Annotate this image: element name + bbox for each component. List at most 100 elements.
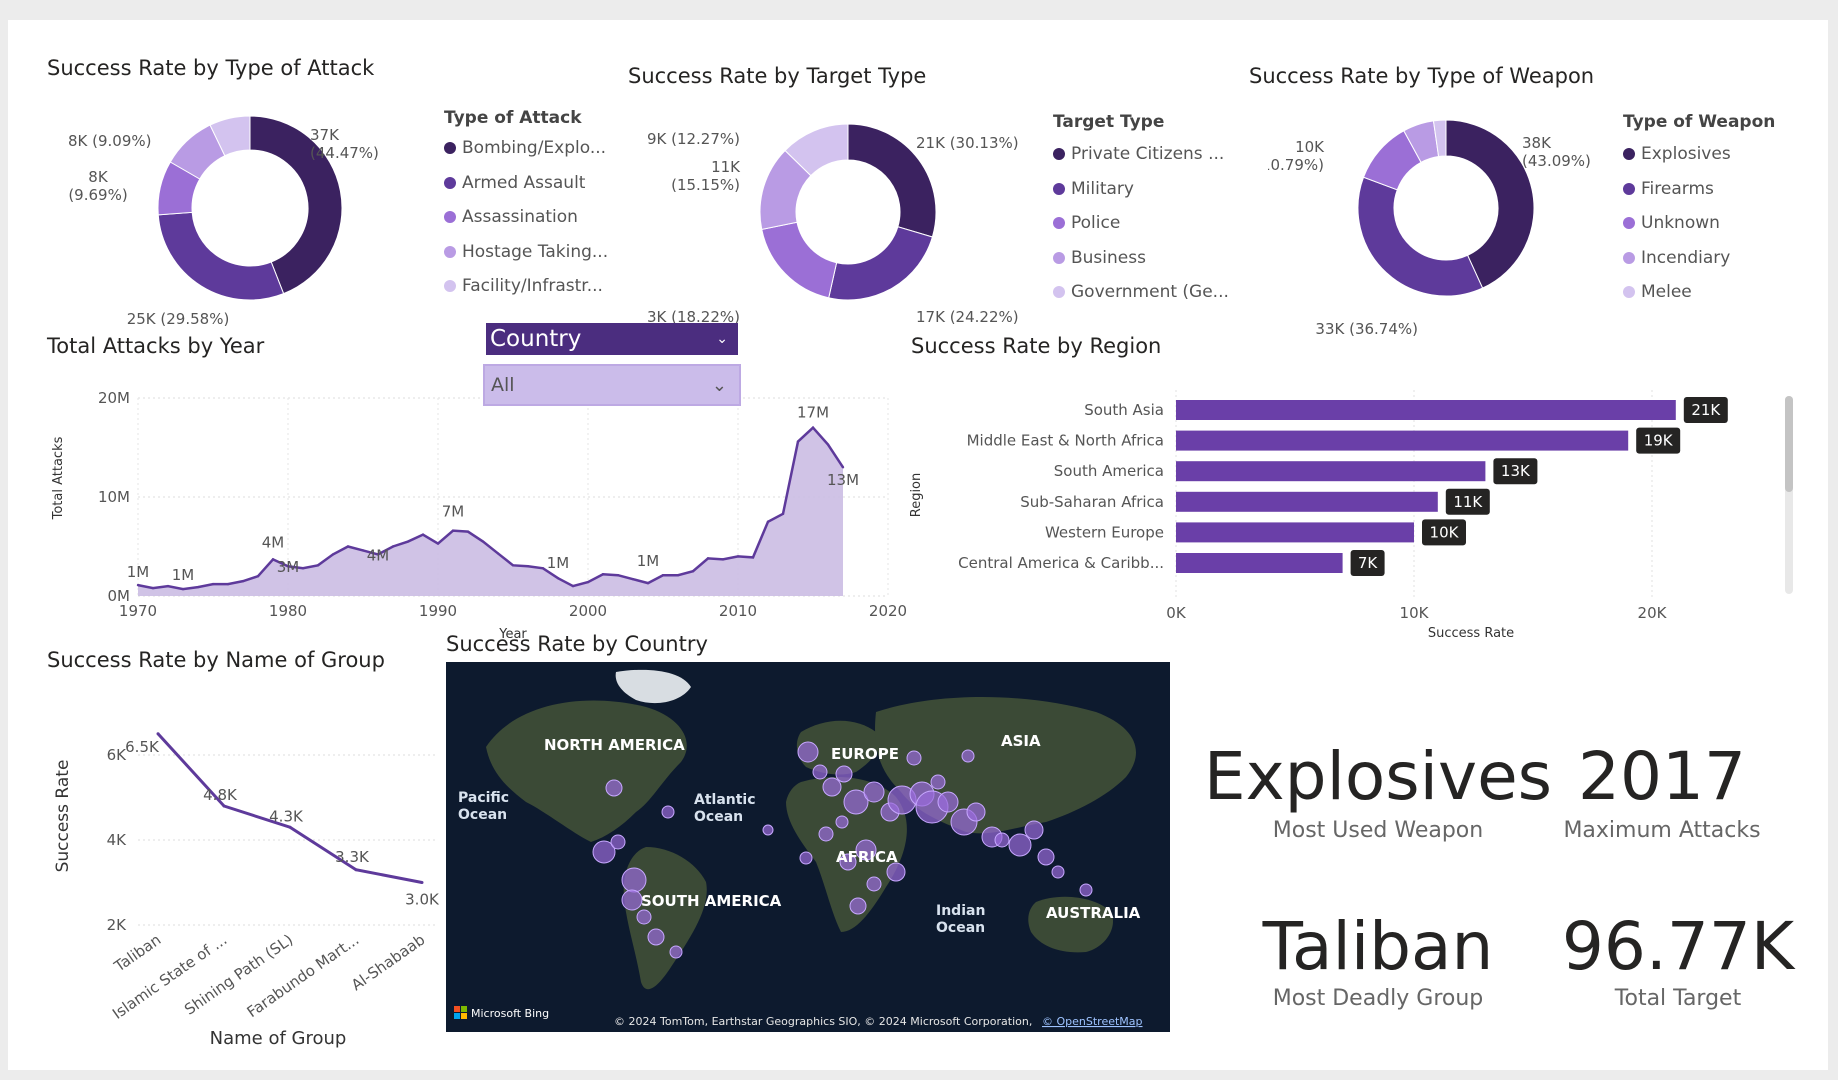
country-bubble[interactable] xyxy=(799,851,813,865)
country-bubble[interactable] xyxy=(647,928,665,946)
target-slice-1[interactable] xyxy=(828,226,934,301)
country-bubble[interactable] xyxy=(835,815,849,829)
attack-slice-0[interactable] xyxy=(249,115,343,295)
country-bubble[interactable] xyxy=(822,777,842,797)
year-point xyxy=(496,552,500,555)
country-bubble[interactable] xyxy=(605,779,623,797)
weapon-slice-4[interactable] xyxy=(1432,119,1447,158)
country-bubble[interactable] xyxy=(621,867,647,893)
country-bubble[interactable] xyxy=(818,826,834,842)
country-bubble[interactable] xyxy=(762,824,774,836)
country-bubble[interactable] xyxy=(906,750,922,766)
legend-item[interactable]: Bombing/Explo... xyxy=(444,138,606,158)
country-bubble[interactable] xyxy=(621,889,643,911)
kpi-year-value: 2017 xyxy=(1578,738,1746,815)
legend-dot-icon xyxy=(1053,148,1065,160)
country-bubble[interactable] xyxy=(937,791,959,813)
attack-data-label-2: 8K (9.69%) xyxy=(68,168,127,204)
country-bubble[interactable] xyxy=(839,853,857,871)
country-bubble[interactable] xyxy=(661,805,675,819)
openstreetmap-link[interactable]: © OpenStreetMap xyxy=(1042,1015,1143,1028)
country-bubble[interactable] xyxy=(610,834,626,850)
country-bubble[interactable] xyxy=(855,839,877,861)
legend-item[interactable]: Business xyxy=(1053,248,1146,268)
attack-type-donut[interactable]: 37K (44.47%) 25K (29.58%) 8K (9.69%) 8K (9.09… xyxy=(38,90,438,340)
year-point xyxy=(556,576,560,580)
year-area-chart[interactable]: 0M 10M 20M 1970 1980 1990 2000 2010 2020 1M 1M 4M 3… xyxy=(38,360,918,650)
legend-item[interactable]: Melee xyxy=(1623,282,1692,302)
legend-item[interactable]: Hostage Taking... xyxy=(444,242,608,262)
legend-label: Government (Ge... xyxy=(1071,282,1229,302)
country-bubble[interactable] xyxy=(1024,820,1044,840)
country-bubble[interactable] xyxy=(863,781,885,803)
legend-item[interactable]: Private Citizens ... xyxy=(1053,144,1224,164)
country-bubble[interactable] xyxy=(797,741,819,763)
group-line-chart[interactable]: 6.5K 4.8K 4.3K 3.3K 3.0K 2K 4K 6K TalibanIslami… xyxy=(38,680,458,1060)
year-y-tick: 20M xyxy=(98,389,130,407)
region-bar-chart[interactable]: 21K 19K 13K 11K 10K 7K South Asia Middle East … xyxy=(908,370,1808,650)
country-bubble[interactable] xyxy=(966,802,986,822)
legend-item[interactable]: Police xyxy=(1053,213,1120,233)
country-bubble[interactable] xyxy=(1008,833,1032,857)
year-data-label: 3M xyxy=(277,558,300,576)
legend-item[interactable]: Facility/Infrastr... xyxy=(444,276,603,296)
region-bar-value-label: 7K xyxy=(1358,554,1379,572)
legend-label: Facility/Infrastr... xyxy=(462,276,603,296)
country-bubble[interactable] xyxy=(866,876,882,892)
weapon-type-donut[interactable]: 38K(43.09%) 33K (36.74%) 10K(10.79%) xyxy=(1268,100,1628,340)
map-title: Success Rate by Country xyxy=(446,632,708,656)
weapon-slice-1[interactable] xyxy=(1357,176,1484,297)
year-point xyxy=(586,580,590,584)
country-bubble[interactable] xyxy=(1051,865,1065,879)
year-point xyxy=(511,564,515,567)
target-type-donut[interactable]: 21K (30.13%) 17K (24.22%) 13K (18.22%) 11K(… xyxy=(648,100,1048,340)
attack-type-title: Success Rate by Type of Attack xyxy=(47,56,375,80)
country-bubble[interactable] xyxy=(669,945,683,959)
country-bubble[interactable] xyxy=(835,765,853,783)
group-x-tick: Shining Path (SL) xyxy=(181,931,296,1019)
country-bubble[interactable] xyxy=(1037,848,1055,866)
country-bubble[interactable] xyxy=(886,862,906,882)
weapon-slice-0[interactable] xyxy=(1445,119,1535,289)
country-bubble[interactable] xyxy=(994,832,1010,848)
region-bar xyxy=(1176,430,1629,451)
country-bubble[interactable] xyxy=(636,909,652,925)
country-bubble[interactable] xyxy=(1079,883,1093,897)
kpi-year-label: Maximum Attacks xyxy=(1563,818,1761,843)
legend-item[interactable]: Unknown xyxy=(1623,213,1720,233)
country-dropdown[interactable]: All ⌄ xyxy=(483,364,741,406)
target-slice-2[interactable] xyxy=(761,221,838,299)
target-slice-4[interactable] xyxy=(784,123,849,177)
country-bubble[interactable] xyxy=(592,840,616,864)
kpi-weapon-value: Explosives xyxy=(1203,738,1553,815)
country-bubble[interactable] xyxy=(849,897,867,915)
country-bubble[interactable] xyxy=(812,764,828,780)
attack-slice-1[interactable] xyxy=(157,211,285,301)
country-bubble[interactable] xyxy=(961,749,975,763)
greenland-land xyxy=(615,669,691,704)
year-point xyxy=(136,583,140,587)
region-scrollbar-thumb[interactable] xyxy=(1785,396,1793,492)
country-bubble[interactable] xyxy=(930,774,946,790)
chevron-down-icon[interactable]: ⌄ xyxy=(711,374,727,396)
attack-slice-4[interactable] xyxy=(209,115,251,157)
legend-item[interactable]: Government (Ge... xyxy=(1053,282,1229,302)
legend-item[interactable]: Explosives xyxy=(1623,144,1731,164)
region-bar-value-label: 10K xyxy=(1430,523,1460,541)
year-point xyxy=(781,512,785,516)
legend-item[interactable]: Assassination xyxy=(444,207,578,227)
country-bubbles[interactable] xyxy=(592,741,1093,959)
country-slicer-header[interactable]: Country ⌄ xyxy=(486,323,738,355)
world-map[interactable]: NORTH AMERICA SOUTH AMERICA EUROPE ASIA … xyxy=(446,662,1170,1032)
legend-item[interactable]: Military xyxy=(1053,179,1134,199)
country-bubble[interactable] xyxy=(843,789,869,815)
legend-dot-icon xyxy=(1623,182,1635,195)
legend-item[interactable]: Armed Assault xyxy=(444,173,585,193)
year-point xyxy=(616,574,620,577)
chevron-down-icon[interactable]: ⌄ xyxy=(716,331,728,347)
legend-item[interactable]: Incendiary xyxy=(1623,248,1730,268)
legend-item[interactable]: Firearms xyxy=(1623,179,1714,199)
bing-logo: Microsoft Bing xyxy=(454,1006,549,1020)
year-point xyxy=(256,575,260,578)
group-data-label: 3.3K xyxy=(335,848,370,866)
